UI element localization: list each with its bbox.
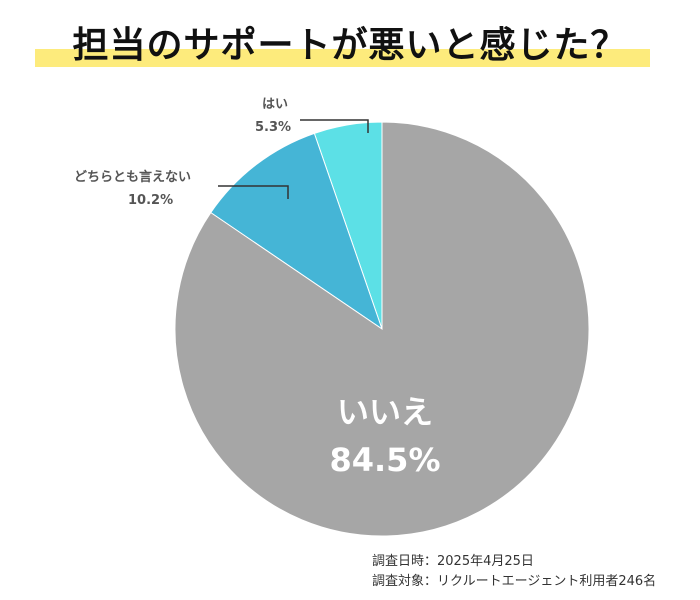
label-dochira-name: どちらとも言えない <box>74 169 191 185</box>
label-hai-value: 5.3% <box>255 120 291 135</box>
survey-date: 調査日時：2025年4月25日 <box>372 554 534 569</box>
label-dochira-value: 10.2% <box>128 193 173 208</box>
pie-slices <box>174 121 590 537</box>
title-highlight <box>35 49 650 67</box>
label-iie-value: 84.5% <box>329 441 440 479</box>
leader-line-dochira <box>218 185 289 199</box>
label-hai-name: はい <box>262 97 288 112</box>
leader-line-hai <box>300 119 369 133</box>
survey-footer: 調査日時：2025年4月25日 調査対象：リクルートエージェント利用者246名 <box>372 552 656 592</box>
pie-slice-dochira <box>210 132 383 331</box>
title-area: 担当のサポートが悪いと感じた？ <box>0 14 700 74</box>
label-iie-name: いいえ <box>337 393 433 431</box>
chart-title: 担当のサポートが悪いと感じた？ <box>72 25 628 66</box>
survey-target: 調査対象：リクルートエージェント利用者246名 <box>372 574 657 589</box>
pie-slice-iie <box>174 121 590 537</box>
